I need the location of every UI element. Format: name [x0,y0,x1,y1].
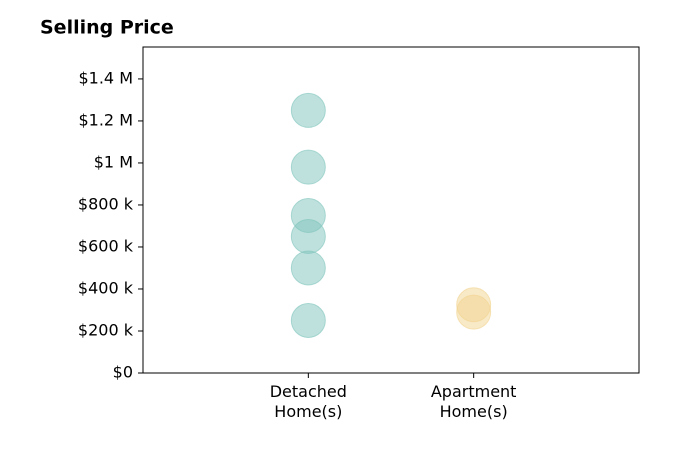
point [290,92,326,128]
y-tick-label: $800 k [78,194,134,213]
point [290,250,326,286]
point [290,149,326,185]
y-tick-label: $200 k [78,320,134,339]
y-tick-label: $600 k [78,236,134,255]
y-tick-label: $1.2 M [78,110,133,129]
y-tick-label: $1 M [94,152,133,171]
y-tick-label: $1.4 M [78,68,133,87]
x-tick-label: Apartment Home(s) [430,382,517,421]
point [290,302,326,338]
y-tick-label: $0 [113,363,133,382]
plot-frame [142,46,640,374]
point [290,218,326,254]
y-tick-label: $400 k [78,278,134,297]
x-tick-label: Detached Home(s) [269,382,347,421]
chart-title: Selling Price [40,17,174,39]
point [456,294,492,330]
